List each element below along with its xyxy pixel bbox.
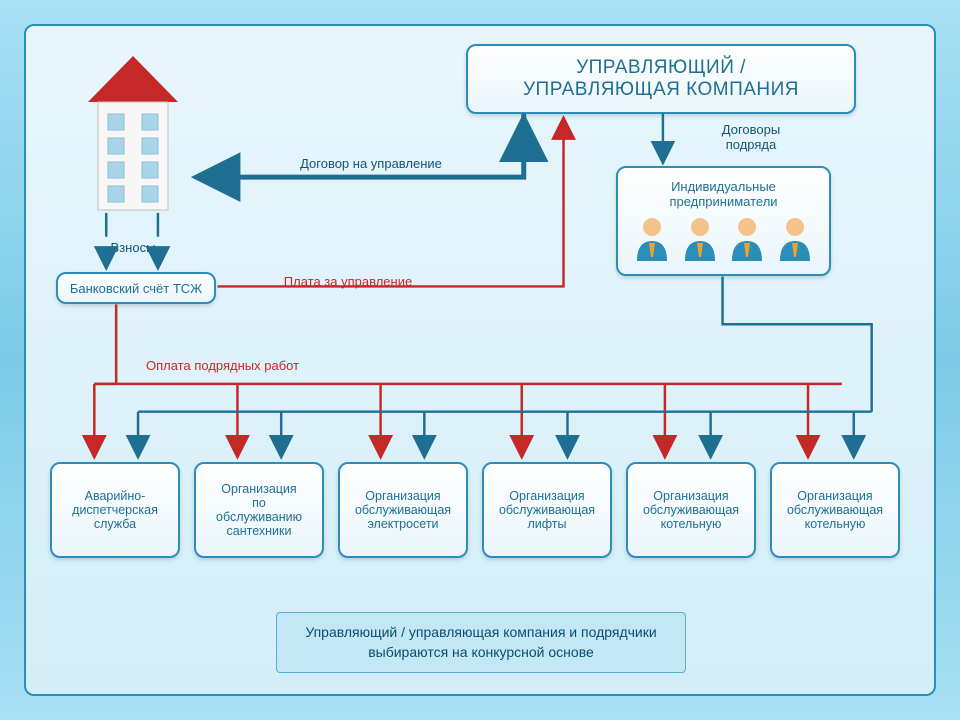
person-icon bbox=[633, 215, 671, 264]
person-icon bbox=[681, 215, 719, 264]
contractor-3: Организация обслуживающая лифты bbox=[482, 462, 612, 558]
contractor-5: Организация обслуживающая котельную bbox=[770, 462, 900, 558]
contributions-label: Взносы bbox=[98, 240, 168, 255]
contracts-label: Договоры подряда bbox=[686, 122, 816, 152]
contractor-0: Аварийно- диспетчерская служба bbox=[50, 462, 180, 558]
manager-line1: УПРАВЛЯЮЩИЙ / bbox=[576, 57, 746, 79]
mgmt-contract-label: Договор на управление bbox=[271, 156, 471, 171]
person-row bbox=[630, 215, 817, 264]
manager-node: УПРАВЛЯЮЩИЙ / УПРАВЛЯЮЩАЯ КОМПАНИЯ bbox=[466, 44, 856, 114]
person-icon bbox=[776, 215, 814, 264]
contractor-2: Организация обслуживающая электросети bbox=[338, 462, 468, 558]
manager-line2: УПРАВЛЯЮЩАЯ КОМПАНИЯ bbox=[523, 79, 799, 101]
bank-account-node: Банковский счёт ТСЖ bbox=[56, 272, 216, 304]
contractor-1: Организация по обслуживанию сантехники bbox=[194, 462, 324, 558]
mgmt-fee-label: Плата за управление bbox=[258, 274, 438, 289]
building-icon bbox=[78, 46, 188, 216]
diagram-panel: УПРАВЛЯЮЩИЙ / УПРАВЛЯЮЩАЯ КОМПАНИЯ Догов… bbox=[24, 24, 936, 696]
contractor-4: Организация обслуживающая котельную bbox=[626, 462, 756, 558]
person-icon bbox=[728, 215, 766, 264]
footer-note: Управляющий / управляющая компания и под… bbox=[276, 612, 686, 673]
entrepreneurs-node: Индивидуальные предприниматели bbox=[616, 166, 831, 276]
contract-pay-label: Оплата подрядных работ bbox=[146, 358, 346, 373]
